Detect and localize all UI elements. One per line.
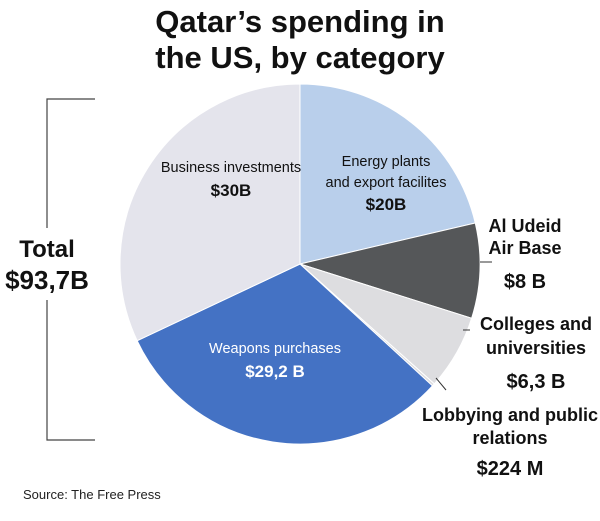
chart-title-line-1: Qatar’s spending in — [155, 4, 444, 39]
slice-lobbying-and-public-relations-leader-line — [435, 377, 447, 391]
slice-energy-plants-and-export-facilites-label-line-2: and export facilites — [326, 175, 447, 191]
total-value: $93,7B — [5, 265, 89, 295]
slice-weapons-purchases-value: $29,2 B — [245, 362, 305, 381]
source-note: Source: The Free Press — [23, 487, 161, 502]
slice-lobbying-and-public-relations-value: $224 M — [477, 458, 544, 480]
slice-al-udeid-air-base-label-line-1: Al Udeid — [488, 216, 561, 236]
pie-slice-weapons-purchases — [136, 263, 434, 445]
slice-lobbying-and-public-relations-label-line-1: Lobbying and public — [422, 405, 598, 425]
slice-business-investments-label-line-1: Business investments — [161, 160, 301, 176]
slice-al-udeid-air-base-label-line-2: Air Base — [488, 238, 561, 258]
pie-slice-energy-plants-and-export-facilites — [299, 83, 476, 265]
chart-title-line-2: the US, by category — [155, 40, 445, 75]
slice-business-investments-value: $30B — [211, 181, 252, 200]
pie-slice-business-investments — [119, 83, 301, 342]
slice-weapons-purchases-label-line-1: Weapons purchases — [209, 341, 341, 357]
slice-energy-plants-and-export-facilites-label-line-1: Energy plants — [342, 154, 431, 170]
slice-colleges-and-universities-value: $6,3 B — [507, 371, 566, 393]
slice-colleges-and-universities-label-line-2: universities — [486, 338, 586, 358]
slice-lobbying-and-public-relations-label-line-2: relations — [472, 428, 547, 448]
leader-lines — [435, 261, 492, 391]
pie-slices — [119, 83, 481, 445]
total-label: Total — [19, 236, 75, 263]
slice-colleges-and-universities-label-line-1: Colleges and — [480, 314, 592, 334]
total-bracket-gap — [0, 228, 100, 300]
slice-labels: Energy plants and export facilites $20B Al … — [161, 154, 598, 480]
slice-al-udeid-air-base-value: $8 B — [504, 271, 546, 293]
pie-slice-al-udeid-air-base — [298, 222, 481, 319]
slice-energy-plants-and-export-facilites-value: $20B — [366, 195, 407, 214]
